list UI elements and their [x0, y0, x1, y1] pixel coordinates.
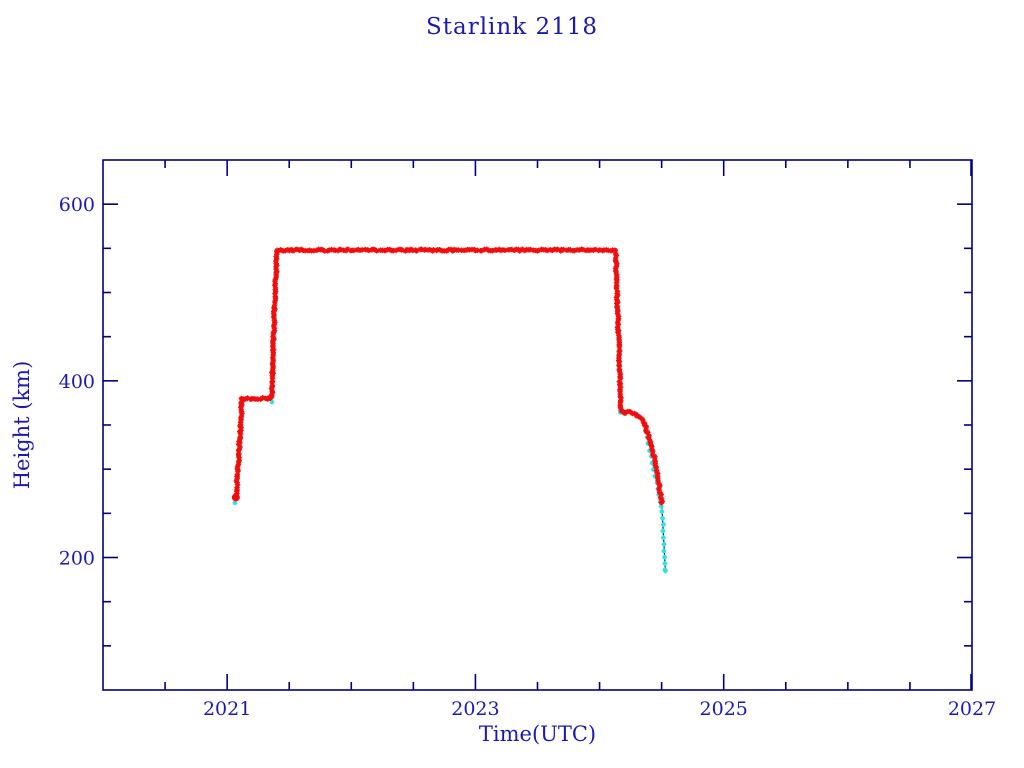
x-tick-label: 2021: [203, 698, 251, 720]
axes: [102, 159, 973, 691]
x-tick-label: 2025: [700, 698, 748, 720]
tick-labels: 2021 2023 2025 2027 200 400 600: [59, 194, 996, 720]
chart-title: Starlink 2118: [425, 14, 598, 40]
x-tick-label: 2027: [948, 698, 996, 720]
trajectory-line: [235, 249, 666, 571]
y-tick-label: 600: [59, 194, 95, 216]
launch-point: [231, 493, 240, 502]
y-tick-label: 400: [59, 371, 95, 393]
perigee-series: [232, 252, 668, 574]
x-axis-label: Time(UTC): [478, 722, 597, 746]
apogee-series: [232, 246, 665, 506]
x-tick-label: 2023: [451, 698, 499, 720]
y-tick-label: 200: [59, 548, 95, 570]
